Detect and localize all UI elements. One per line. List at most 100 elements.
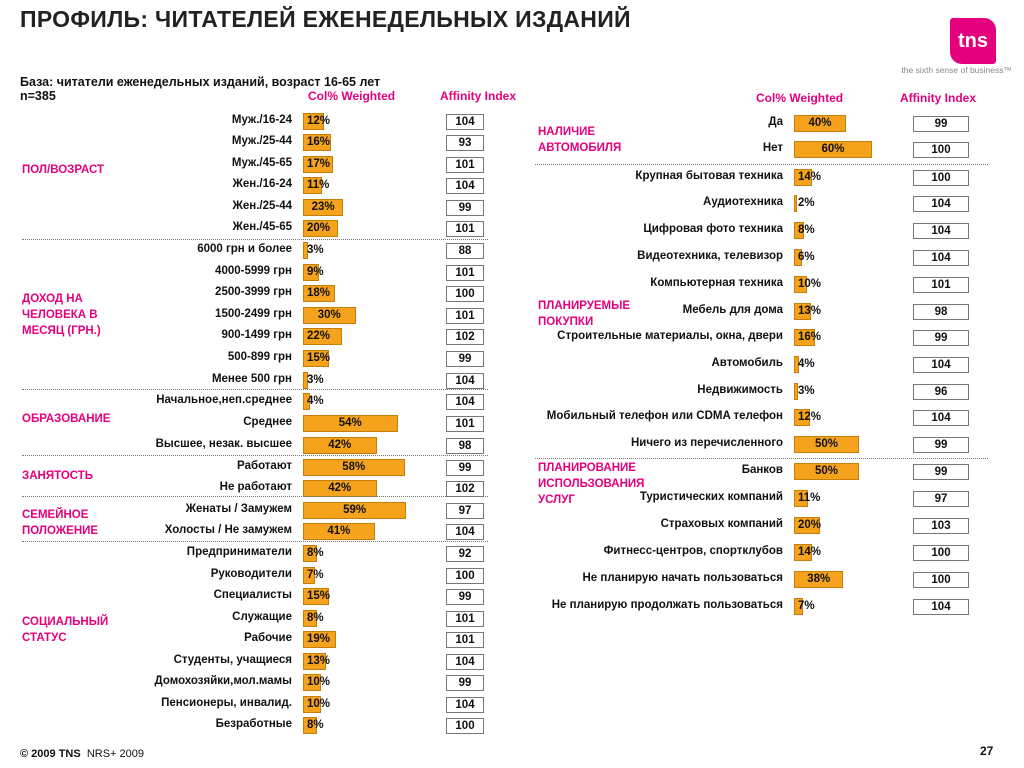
- left-bar-value-label: 8%: [307, 547, 324, 559]
- left-bar-value-label: 17%: [307, 158, 331, 170]
- right-bar-value-label: 16%: [798, 331, 822, 343]
- left-bar: [303, 113, 324, 130]
- right-bar-value-label: 10%: [798, 278, 822, 290]
- right-bar-value-label: 3%: [798, 385, 815, 397]
- left-row-label: Начальное,неп.среднее: [156, 394, 292, 406]
- right-bar: [794, 383, 798, 400]
- left-bar-value-label: 22%: [307, 330, 331, 342]
- left-bar: [303, 177, 323, 194]
- left-row-label: Холосты / Не замужем: [164, 524, 292, 536]
- left-affinity-index: 97: [446, 503, 484, 519]
- right-row-label: Не планирую продолжать пользоваться: [551, 599, 783, 611]
- left-bar: [303, 393, 310, 410]
- left-category-label: ОБРАЗОВАНИЕ: [22, 413, 111, 425]
- right-affinity-index: 100: [913, 170, 969, 186]
- left-row-label: Женаты / Замужем: [185, 503, 292, 515]
- left-affinity-index: 92: [446, 546, 484, 562]
- right-bar-value-label: 7%: [798, 600, 815, 612]
- left-bar-value-label: 8%: [307, 719, 324, 731]
- left-bar: [303, 631, 337, 648]
- left-row-label: 500-899 грн: [227, 351, 292, 363]
- right-category-label: ПЛАНИРУЕМЫЕ ПОКУПКИ: [538, 300, 631, 328]
- left-bar: [303, 545, 317, 562]
- right-affinity-index: 104: [913, 223, 969, 239]
- right-bar-value-label: 14%: [798, 546, 822, 558]
- left-affinity-index: 99: [446, 460, 484, 476]
- sample-size: n=385: [20, 89, 56, 103]
- left-bar: [303, 653, 326, 670]
- right-affinity-index: 100: [913, 142, 969, 158]
- left-row-label: Жен./45-65: [232, 221, 292, 233]
- left-affinity-index: 104: [446, 524, 484, 540]
- left-bar-value-label: 3%: [307, 244, 324, 256]
- right-row-label: Туристических компаний: [639, 491, 783, 503]
- right-bar: [794, 195, 797, 212]
- left-bar: [303, 372, 309, 389]
- right-bar-value-label: 12%: [798, 411, 822, 423]
- right-bar: [794, 356, 800, 373]
- left-affinity-index: 101: [446, 265, 484, 281]
- left-section-divider: [22, 455, 488, 456]
- right-row-label: Компьютерная техника: [650, 277, 783, 289]
- right-row-label: Не планирую начать пользоваться: [582, 572, 783, 584]
- tns-logo: tns: [950, 18, 996, 64]
- right-affinity-index: 103: [913, 518, 969, 534]
- left-bar: [303, 242, 309, 259]
- right-affinity-index: 99: [913, 330, 969, 346]
- left-row-label: Студенты, учащиеся: [173, 654, 292, 666]
- footer: © 2009 TNS NRS+ 2009: [20, 748, 144, 760]
- left-bar: [303, 696, 321, 713]
- right-row-label: Видеотехника, телевизор: [637, 250, 783, 262]
- right-category-label: НАЛИЧИЕ АВТОМОБИЛЯ: [538, 126, 622, 154]
- left-bar-value-label: 11%: [307, 179, 330, 191]
- left-affinity-index: 101: [446, 157, 484, 173]
- right-bar-value-label: 50%: [814, 465, 839, 477]
- right-row-label: Банков: [741, 464, 783, 476]
- left-row-label: Жен./25-44: [232, 200, 292, 212]
- left-affinity-index: 104: [446, 178, 484, 194]
- left-affinity-index: 101: [446, 416, 484, 432]
- left-row-label: Работают: [237, 460, 292, 472]
- right-row-label: Да: [768, 116, 783, 128]
- right-affinity-index: 100: [913, 545, 969, 561]
- right-bar: [794, 436, 859, 453]
- left-affinity-index: 99: [446, 589, 484, 605]
- left-col-weighted-header: Col% Weighted: [308, 89, 396, 103]
- left-category-label: ЗАНЯТОСТЬ: [22, 470, 94, 482]
- left-bar: [303, 156, 333, 173]
- left-section-divider: [22, 239, 488, 240]
- left-bar: [303, 328, 342, 345]
- right-affinity-index: 104: [913, 196, 969, 212]
- left-row-label: Пенсионеры, инвалид.: [161, 697, 292, 709]
- right-row-label: Автомобиль: [711, 357, 783, 369]
- left-bar: [303, 220, 338, 237]
- left-affinity-index: 101: [446, 221, 484, 237]
- left-row-label: 1500-2499 грн: [215, 308, 292, 320]
- left-affinity-index: 104: [446, 654, 484, 670]
- left-row-label: Менее 500 грн: [211, 373, 292, 385]
- right-bar: [794, 222, 805, 239]
- left-row-label: Муж./45-65: [231, 157, 292, 169]
- right-bar: [794, 329, 815, 346]
- left-category-label: ПОЛ/ВОЗРАСТ: [22, 164, 105, 176]
- left-bar: [303, 199, 344, 216]
- right-affinity-index: 104: [913, 250, 969, 266]
- left-affinity-index: 99: [446, 200, 484, 216]
- left-row-label: Высшее, незак. высшее: [155, 438, 292, 450]
- left-row-label: Служащие: [232, 611, 292, 623]
- right-bar-value-label: 11%: [798, 492, 821, 504]
- left-bar: [303, 415, 398, 432]
- left-row-label: Муж./16-24: [231, 114, 292, 126]
- left-bar-value-label: 12%: [307, 115, 331, 127]
- left-affinity-index: 101: [446, 308, 484, 324]
- left-row-label: Домохозяйки,мол.мамы: [154, 675, 292, 687]
- left-section-divider: [22, 541, 488, 542]
- right-section-divider: [535, 458, 988, 459]
- left-section-divider: [22, 496, 488, 497]
- left-affinity-index: 104: [446, 394, 484, 410]
- right-affinity-index: 96: [913, 384, 969, 400]
- left-affinity-index: 101: [446, 632, 484, 648]
- right-row-label: Крупная бытовая техника: [635, 170, 783, 182]
- left-affinity-index: 99: [446, 351, 484, 367]
- left-row-label: Не работают: [219, 481, 292, 493]
